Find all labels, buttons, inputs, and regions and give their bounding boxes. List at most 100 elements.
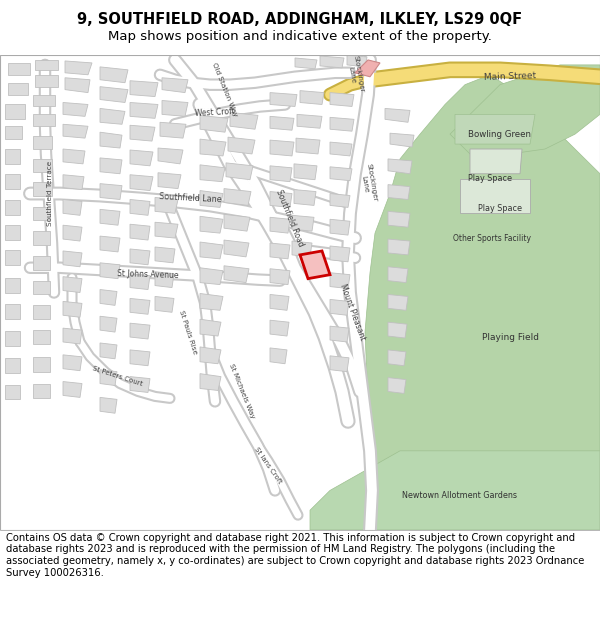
Polygon shape — [5, 126, 22, 139]
Polygon shape — [100, 316, 117, 332]
Polygon shape — [200, 374, 221, 391]
Polygon shape — [8, 82, 28, 94]
Polygon shape — [320, 56, 344, 68]
Polygon shape — [130, 377, 150, 392]
Polygon shape — [270, 348, 287, 364]
Polygon shape — [200, 165, 225, 182]
Polygon shape — [63, 381, 82, 398]
Polygon shape — [455, 114, 535, 144]
Polygon shape — [330, 326, 349, 342]
Polygon shape — [63, 328, 82, 344]
Polygon shape — [130, 249, 150, 265]
Polygon shape — [130, 199, 150, 215]
Polygon shape — [100, 132, 122, 148]
Polygon shape — [162, 101, 188, 116]
Polygon shape — [388, 378, 406, 394]
Polygon shape — [130, 274, 150, 289]
Polygon shape — [63, 225, 82, 241]
Polygon shape — [100, 236, 120, 252]
Polygon shape — [295, 58, 317, 69]
Polygon shape — [460, 179, 530, 213]
Text: St Pauls Rise: St Pauls Rise — [178, 309, 198, 355]
Polygon shape — [63, 301, 82, 318]
Polygon shape — [270, 140, 294, 156]
Polygon shape — [300, 91, 324, 104]
Polygon shape — [35, 60, 58, 70]
Polygon shape — [155, 247, 175, 262]
Polygon shape — [330, 356, 349, 372]
Polygon shape — [63, 355, 82, 371]
Polygon shape — [200, 191, 223, 208]
Text: Bowling Green: Bowling Green — [469, 129, 532, 139]
Polygon shape — [65, 78, 90, 92]
Polygon shape — [330, 142, 352, 156]
Polygon shape — [347, 55, 367, 67]
Polygon shape — [230, 112, 258, 129]
Polygon shape — [294, 164, 317, 180]
Polygon shape — [130, 81, 158, 96]
Polygon shape — [270, 166, 292, 182]
Polygon shape — [33, 208, 50, 220]
Polygon shape — [33, 281, 50, 294]
Polygon shape — [224, 240, 249, 257]
Text: St Johns Avenue: St Johns Avenue — [117, 269, 179, 280]
Polygon shape — [100, 109, 125, 124]
Text: Old Station Way: Old Station Way — [211, 62, 239, 118]
Polygon shape — [200, 268, 223, 284]
Text: Play Space: Play Space — [468, 174, 512, 183]
Text: Play Space: Play Space — [478, 204, 522, 213]
Polygon shape — [100, 289, 117, 306]
Polygon shape — [63, 149, 85, 164]
Polygon shape — [294, 189, 316, 206]
Polygon shape — [5, 250, 20, 265]
Polygon shape — [5, 201, 20, 215]
Polygon shape — [100, 343, 117, 359]
Polygon shape — [296, 138, 320, 154]
Polygon shape — [388, 211, 410, 227]
Polygon shape — [200, 216, 223, 233]
Polygon shape — [450, 65, 600, 159]
Polygon shape — [292, 215, 314, 231]
Polygon shape — [33, 256, 50, 270]
Polygon shape — [33, 114, 55, 126]
Text: Southfield Lane: Southfield Lane — [158, 192, 221, 204]
Polygon shape — [100, 87, 128, 103]
Polygon shape — [100, 369, 117, 386]
Polygon shape — [130, 125, 155, 141]
Polygon shape — [100, 158, 122, 174]
Polygon shape — [130, 323, 150, 339]
Polygon shape — [130, 175, 153, 191]
Text: Southfield Road: Southfield Road — [274, 189, 305, 248]
Polygon shape — [63, 102, 88, 116]
Polygon shape — [330, 219, 350, 235]
Text: Contains OS data © Crown copyright and database right 2021. This information is : Contains OS data © Crown copyright and d… — [6, 533, 584, 578]
Polygon shape — [63, 124, 88, 138]
Polygon shape — [330, 272, 350, 289]
Polygon shape — [155, 296, 174, 312]
Polygon shape — [5, 384, 20, 399]
Polygon shape — [270, 191, 292, 208]
Polygon shape — [270, 92, 297, 106]
Polygon shape — [388, 184, 410, 199]
Polygon shape — [63, 175, 84, 189]
Polygon shape — [100, 398, 117, 413]
Polygon shape — [270, 294, 289, 310]
Polygon shape — [365, 75, 600, 530]
Polygon shape — [33, 182, 52, 196]
Polygon shape — [330, 194, 350, 208]
Polygon shape — [8, 63, 30, 75]
Polygon shape — [224, 266, 249, 282]
Text: Playing Field: Playing Field — [482, 332, 539, 341]
Polygon shape — [100, 184, 122, 199]
Polygon shape — [224, 189, 251, 206]
Polygon shape — [35, 75, 58, 87]
Polygon shape — [33, 306, 50, 319]
Polygon shape — [33, 231, 50, 245]
Polygon shape — [200, 139, 226, 156]
Polygon shape — [388, 239, 410, 255]
Polygon shape — [5, 304, 20, 319]
Polygon shape — [310, 451, 600, 530]
Polygon shape — [5, 149, 20, 164]
Text: Newtown Allotment Gardens: Newtown Allotment Gardens — [403, 491, 517, 500]
Polygon shape — [130, 298, 150, 314]
